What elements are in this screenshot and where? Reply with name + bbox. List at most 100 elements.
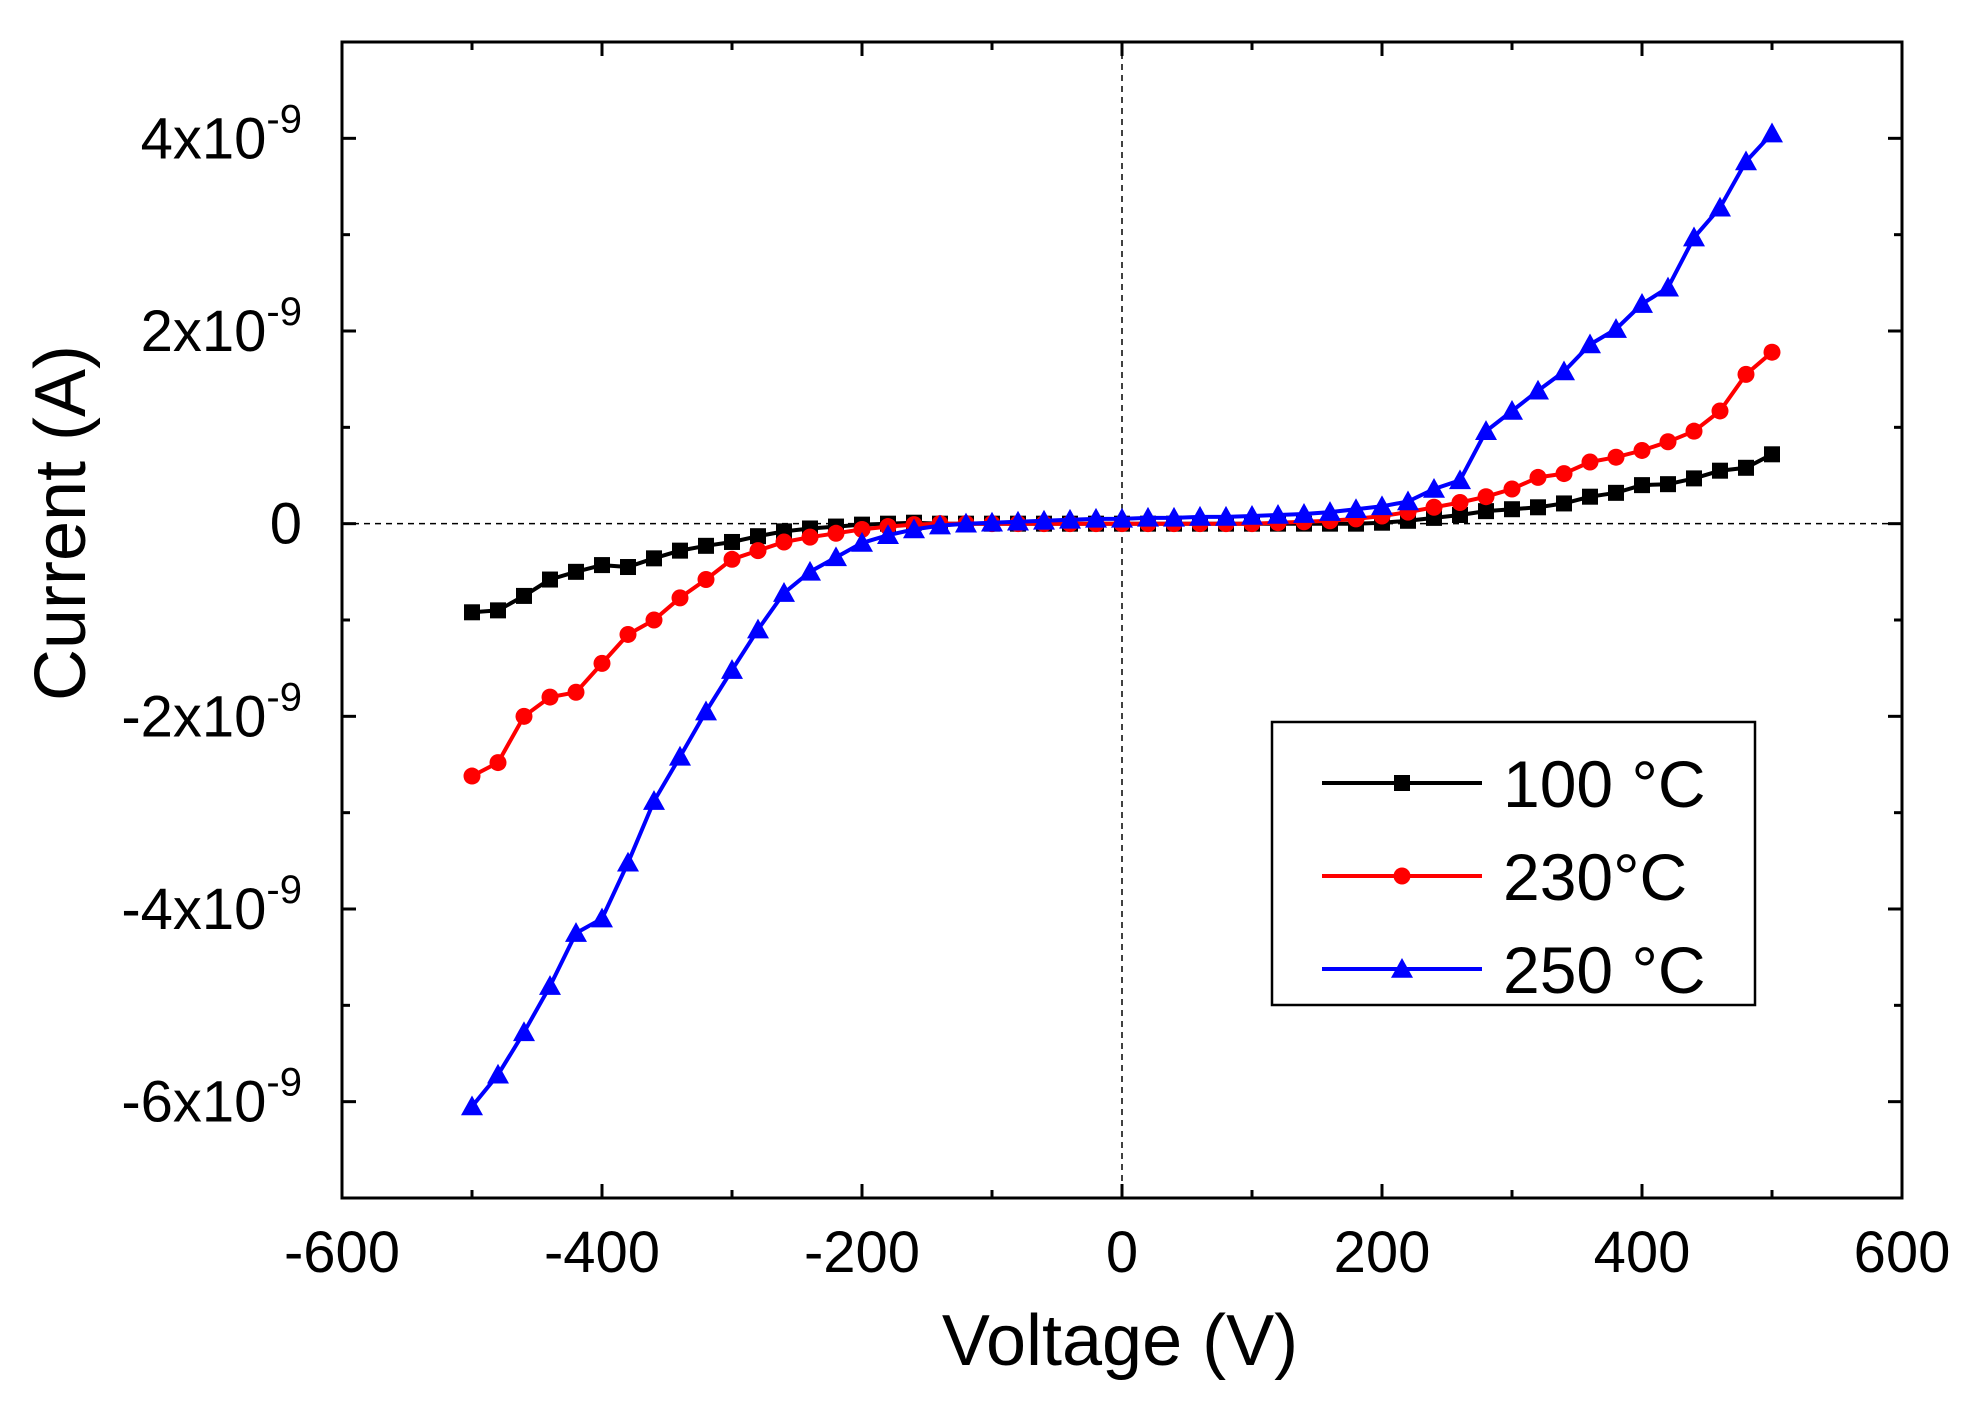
data-point <box>1425 498 1443 516</box>
legend-items: 100 °C 230°C 250 °C <box>1322 747 1706 1007</box>
y-tick-label: -4x10-9 <box>121 868 302 942</box>
data-point <box>643 790 665 810</box>
data-point <box>542 571 558 588</box>
data-point <box>1631 293 1653 313</box>
data-point <box>1657 276 1679 297</box>
data-point <box>1685 422 1703 440</box>
series-layer <box>461 122 1783 1116</box>
data-point <box>1111 507 1133 528</box>
data-point <box>1764 446 1780 463</box>
data-point <box>1711 402 1729 420</box>
data-point <box>851 531 873 552</box>
data-point <box>1582 488 1598 505</box>
legend-entry-1: 100 °C <box>1322 747 1706 821</box>
data-point <box>1293 503 1315 523</box>
data-point <box>1709 196 1731 217</box>
data-point <box>568 563 584 580</box>
data-point <box>1579 333 1601 354</box>
legend-marker <box>1391 958 1413 978</box>
legend-label: 250 °C <box>1503 933 1706 1007</box>
data-point <box>695 700 717 721</box>
data-point <box>1530 499 1546 516</box>
data-point <box>877 524 899 545</box>
legend-entry-3: 250 °C <box>1322 933 1706 1007</box>
data-point <box>1556 495 1572 512</box>
data-point <box>1686 470 1702 487</box>
y-tick-labels: 4x10-9 2x10-9 0 -2x10-9 -4x10-9 -6x10-9 <box>121 97 302 1134</box>
data-point <box>1581 453 1599 471</box>
legend-label: 230°C <box>1503 840 1687 914</box>
data-point <box>461 1095 483 1116</box>
y-tick-label: -2x10-9 <box>121 675 302 749</box>
data-point <box>1397 490 1419 511</box>
data-point <box>591 907 613 928</box>
data-point <box>539 975 561 995</box>
data-point <box>1371 495 1393 516</box>
data-point <box>619 625 637 643</box>
data-point <box>1501 399 1523 420</box>
data-point <box>594 557 610 574</box>
data-point <box>620 559 636 576</box>
data-point <box>827 524 845 542</box>
data-point <box>567 683 585 701</box>
axis-ticks <box>340 40 1904 1200</box>
data-point <box>490 602 506 619</box>
x-tick-labels: -600 -400 -200 0 200 400 600 <box>284 1220 1950 1285</box>
data-point <box>747 618 769 639</box>
data-point <box>1529 468 1547 486</box>
x-tick-label: 400 <box>1594 1220 1691 1285</box>
data-point <box>1503 480 1521 498</box>
y-tick-label: -6x10-9 <box>121 1061 302 1135</box>
data-point <box>1737 365 1755 383</box>
data-point <box>721 659 743 679</box>
data-point <box>1241 504 1263 525</box>
data-point <box>1267 503 1289 524</box>
data-point <box>1423 477 1445 498</box>
data-point <box>1735 150 1757 171</box>
data-point <box>1319 501 1341 521</box>
data-point <box>464 604 480 621</box>
data-point <box>1007 510 1029 531</box>
legend: 100 °C 230°C 250 °C <box>1270 720 1757 1007</box>
legend-marker <box>1394 775 1410 791</box>
data-point <box>799 560 821 581</box>
data-point <box>1475 420 1497 440</box>
legend-marker <box>1393 867 1411 885</box>
data-point <box>593 654 611 672</box>
data-point <box>516 587 532 604</box>
data-point <box>671 589 689 607</box>
data-point <box>981 511 1003 532</box>
x-axis-title: Voltage (V) <box>942 1301 1298 1381</box>
data-point <box>1634 477 1650 494</box>
data-point <box>1633 441 1651 459</box>
data-point <box>1189 505 1211 526</box>
data-point <box>1660 476 1676 493</box>
zero-reference-lines <box>342 42 1902 1198</box>
y-axis-title: Current (A) <box>21 345 101 701</box>
data-point <box>1712 462 1728 479</box>
data-point <box>1504 501 1520 518</box>
data-point <box>672 542 688 559</box>
data-point <box>487 1063 509 1084</box>
data-point <box>1163 506 1185 527</box>
series-3 <box>461 122 1783 1116</box>
data-point <box>646 550 662 567</box>
data-point <box>697 571 715 589</box>
data-point <box>1451 493 1469 511</box>
data-point <box>801 528 819 546</box>
data-point <box>773 582 795 602</box>
data-point <box>513 1021 535 1042</box>
y-tick-label: 0 <box>270 492 302 557</box>
data-point <box>515 707 533 725</box>
x-tick-label: 600 <box>1854 1220 1951 1285</box>
data-point <box>541 688 559 706</box>
data-point <box>1738 459 1754 476</box>
data-point <box>1761 122 1783 143</box>
data-point <box>724 533 740 550</box>
data-point <box>617 851 639 872</box>
series-line <box>471 452 1773 615</box>
legend-label: 100 °C <box>1503 747 1706 821</box>
data-point <box>1527 379 1549 400</box>
data-point <box>903 518 925 539</box>
